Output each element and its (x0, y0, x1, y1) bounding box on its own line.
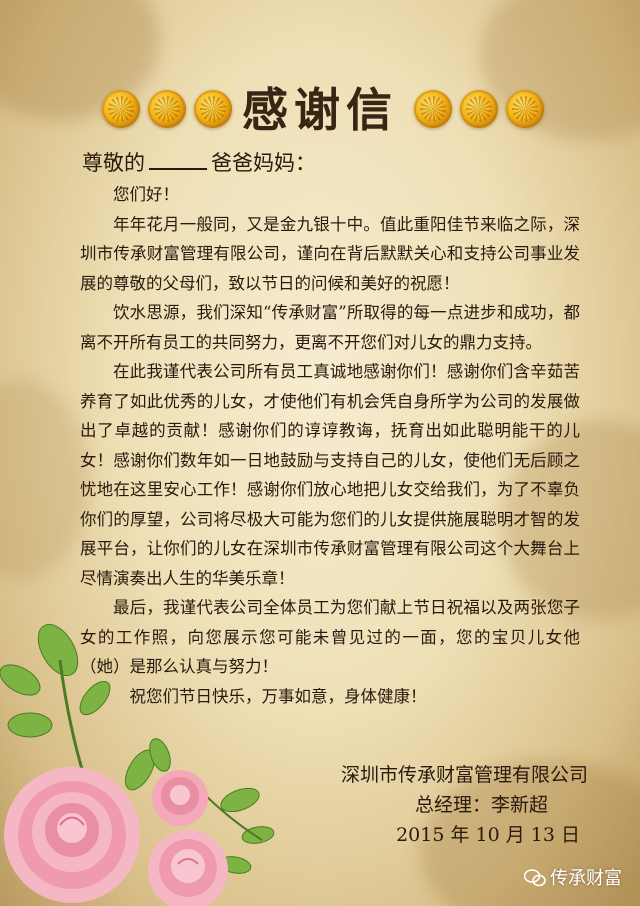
body-paragraph: 在此我谨代表公司所有员工真诚地感谢你们！感谢你们含辛茹苦养育了如此优秀的儿女，才… (80, 362, 580, 588)
marigold-icon (102, 90, 140, 128)
marigold-icon (506, 90, 544, 128)
watermark-text: 传承财富 (550, 868, 622, 889)
signature-date: 2015 年 10 月 13 日 (396, 824, 580, 846)
body-paragraph: 饮水思源，我们深知“传承财富”所取得的每一点进步和成功，都离不开所有员工的共同努… (80, 303, 580, 352)
page-title: 感谢信 (242, 83, 398, 137)
salutation: 尊敬的 爸爸妈妈： (82, 148, 316, 178)
rose-decoration (0, 623, 275, 906)
watermark: 传承财富 (524, 864, 622, 890)
name-blank-line (149, 150, 207, 170)
body-paragraph: 年年花月一般同，又是金九银十中。值此重阳佳节来临之际，深圳市传承财富管理有限公司… (80, 214, 580, 293)
salutation-suffix: 爸爸妈妈： (211, 151, 316, 175)
marigold-icon (460, 90, 498, 128)
greeting-paragraph: 您们好！ (113, 185, 179, 204)
marigold-icon (194, 90, 232, 128)
body-paragraph: 最后，我谨代表公司全体员工为您们献上节日祝福以及两张您子女的工作照，向您展示您可… (80, 598, 580, 676)
wechat-icon (524, 869, 546, 887)
signature-manager: 总经理：李新超 (414, 794, 548, 816)
marigold-icon (414, 90, 452, 128)
closing-paragraph: 祝您们节日快乐，万事如意，身体健康！ (129, 686, 427, 706)
salutation-prefix: 尊敬的 (82, 151, 145, 175)
title-row: 感谢信 (0, 78, 640, 148)
signature-company: 深圳市传承财富管理有限公司 (340, 764, 588, 786)
marigold-icon (148, 90, 186, 128)
letter-body: 您们好！ 年年花月一般同，又是金九银十中。值此重阳佳节来临之际，深圳市传承财富管… (80, 180, 580, 711)
